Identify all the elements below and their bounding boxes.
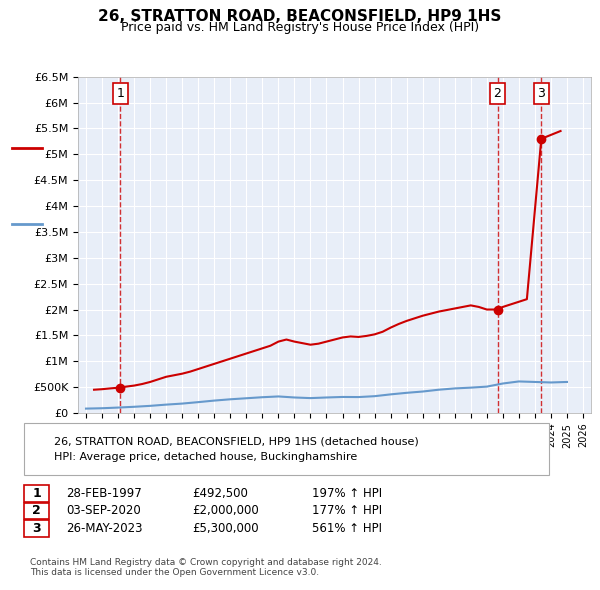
Text: £2,000,000: £2,000,000 xyxy=(192,504,259,517)
Text: 177% ↑ HPI: 177% ↑ HPI xyxy=(312,504,382,517)
Text: 2: 2 xyxy=(32,504,41,517)
Text: 561% ↑ HPI: 561% ↑ HPI xyxy=(312,522,382,535)
Text: Contains HM Land Registry data © Crown copyright and database right 2024.
This d: Contains HM Land Registry data © Crown c… xyxy=(30,558,382,577)
Text: 28-FEB-1997: 28-FEB-1997 xyxy=(66,487,142,500)
Text: HPI: Average price, detached house, Buckinghamshire: HPI: Average price, detached house, Buck… xyxy=(54,453,357,462)
Text: 26-MAY-2023: 26-MAY-2023 xyxy=(66,522,143,535)
Text: 3: 3 xyxy=(538,87,545,100)
Text: £492,500: £492,500 xyxy=(192,487,248,500)
Text: 3: 3 xyxy=(32,522,41,535)
Text: 03-SEP-2020: 03-SEP-2020 xyxy=(66,504,141,517)
Text: 1: 1 xyxy=(32,487,41,500)
Text: 1: 1 xyxy=(116,87,124,100)
Text: 197% ↑ HPI: 197% ↑ HPI xyxy=(312,487,382,500)
Text: Price paid vs. HM Land Registry's House Price Index (HPI): Price paid vs. HM Land Registry's House … xyxy=(121,21,479,34)
Text: 26, STRATTON ROAD, BEACONSFIELD, HP9 1HS: 26, STRATTON ROAD, BEACONSFIELD, HP9 1HS xyxy=(98,9,502,24)
Text: 2: 2 xyxy=(494,87,502,100)
Text: £5,300,000: £5,300,000 xyxy=(192,522,259,535)
Text: 26, STRATTON ROAD, BEACONSFIELD, HP9 1HS (detached house): 26, STRATTON ROAD, BEACONSFIELD, HP9 1HS… xyxy=(54,437,419,446)
